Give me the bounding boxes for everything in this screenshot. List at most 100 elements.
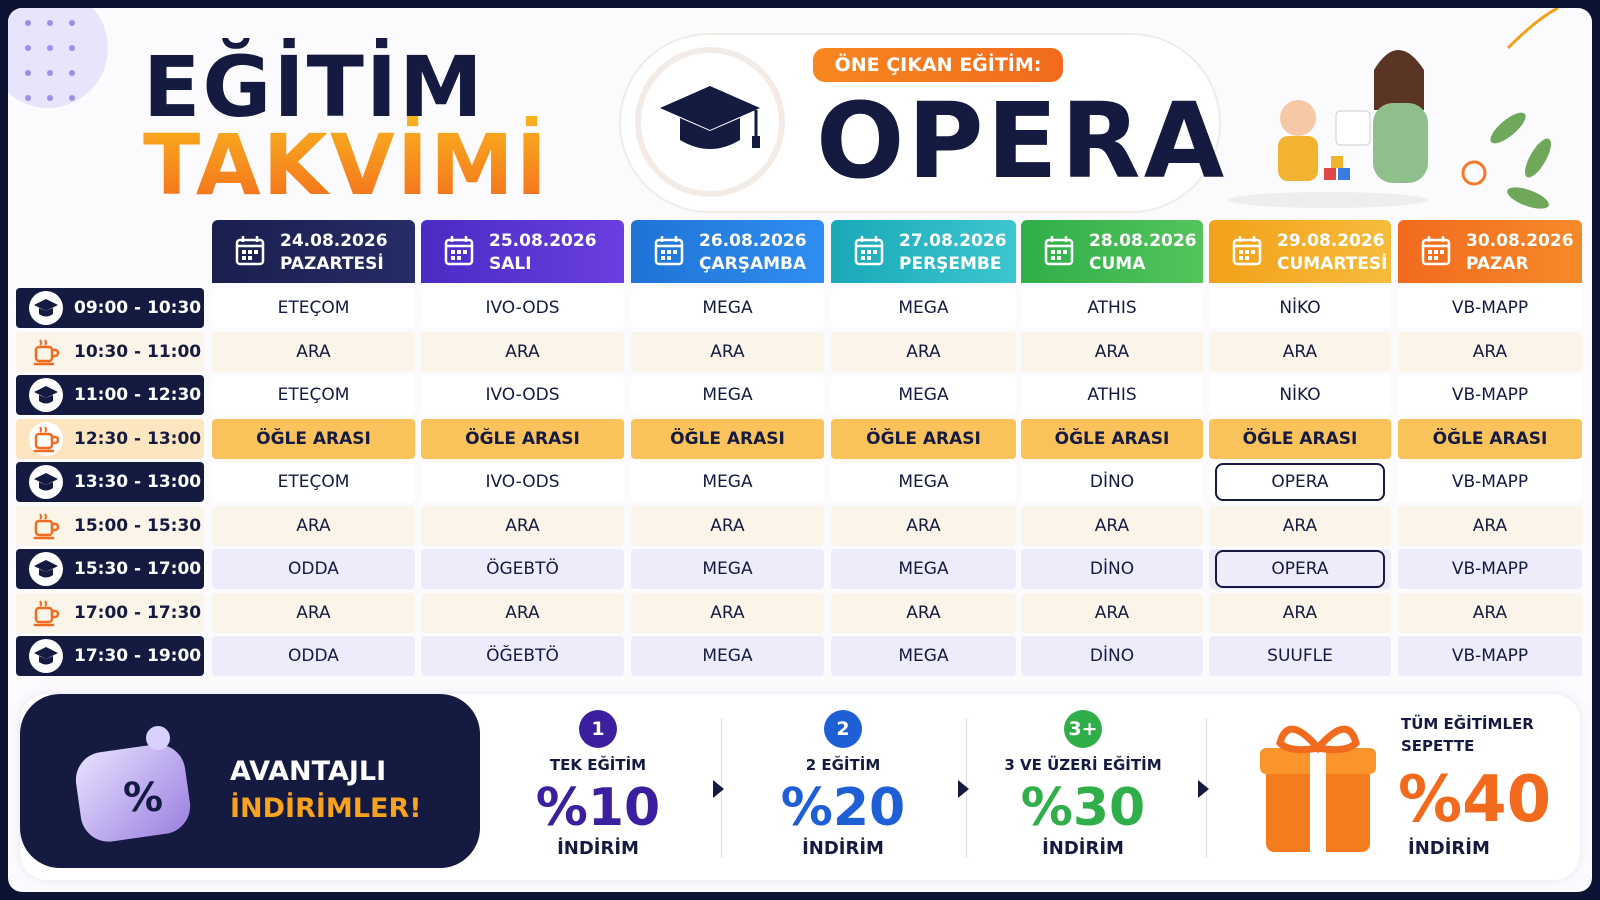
gift-icon: [1260, 725, 1376, 852]
schedule-cell: ARA: [631, 592, 824, 633]
schedule-cell: NİKO: [1209, 288, 1391, 328]
time-cell: 17:00 - 17:30: [16, 592, 204, 633]
day-header: 25.08.2026 SALI: [421, 220, 624, 283]
calendar-icon: [1232, 236, 1262, 266]
featured-label: ÖNE ÇIKAN EĞİTİM:: [813, 48, 1063, 82]
schedule-cell: VB-MAPP: [1398, 549, 1582, 589]
tier-label: 3 VE ÜZERİ EĞİTİM: [1004, 756, 1162, 774]
schedule-cell: ÖĞLE ARASI: [421, 418, 624, 459]
day-header: 24.08.2026 PAZARTESİ: [212, 220, 415, 283]
time-label: 09:00 - 10:30: [74, 298, 202, 318]
discount-icon: [75, 726, 191, 842]
schedule-cell: ARA: [421, 592, 624, 633]
schedule-cell: ETEÇOM: [212, 462, 415, 502]
schedule-cell: ARA: [831, 331, 1016, 372]
schedule-cell: MEGA: [631, 288, 824, 328]
tier-arrow: [1198, 780, 1209, 798]
time-cell: 15:00 - 15:30: [16, 505, 204, 546]
class-icon: [29, 291, 63, 325]
schedule-cell: ÖĞLE ARASI: [831, 418, 1016, 459]
schedule-cell: DİNO: [1021, 549, 1203, 589]
discount-tiers: 1 TEK EĞİTİM %10 İNDİRİM 2 2 EĞİTİM %20 İNDİRİM…: [8, 8, 1592, 892]
schedule-cell: VB-MAPP: [1398, 288, 1582, 328]
day-date: 26.08.2026: [699, 231, 807, 251]
tier-badge: 1: [579, 710, 617, 748]
day-name: CUMARTESİ: [1277, 254, 1388, 274]
class-icon: [29, 465, 63, 499]
class-icon: [29, 552, 63, 586]
schedule-cell: ARA: [1209, 505, 1391, 546]
day-date: 25.08.2026: [489, 231, 597, 251]
schedule-cell: IVO-ODS: [421, 288, 624, 328]
break-icon: [34, 338, 60, 365]
day-name: PAZAR: [1466, 254, 1529, 274]
schedule-cell: VB-MAPP: [1398, 462, 1582, 502]
schedule-cell: MEGA: [631, 375, 824, 415]
schedule-cell: ARA: [631, 505, 824, 546]
tier-note: İNDİRİM: [1042, 838, 1124, 859]
time-label: 17:30 - 19:00: [74, 646, 202, 666]
schedule-cell: IVO-ODS: [421, 462, 624, 502]
calendar-icon: [1421, 236, 1451, 266]
schedule-cell: ODDA: [212, 636, 415, 676]
schedule-cell: ARA: [1021, 331, 1203, 372]
day-date: 24.08.2026: [280, 231, 388, 251]
title-line1: EĞİTİM: [143, 38, 485, 136]
schedule-cell: ÖĞEBTÖ: [421, 636, 624, 676]
day-date: 29.08.2026: [1277, 231, 1385, 251]
tier-arrow: [713, 780, 724, 798]
schedule-cell: IVO-ODS: [421, 375, 624, 415]
schedule-cell: VB-MAPP: [1398, 375, 1582, 415]
calendar-icon: [854, 236, 884, 266]
discount-title1: AVANTAJLI: [230, 756, 387, 787]
schedule-cell: ARA: [1398, 331, 1582, 372]
schedule-cell: ÖĞLE ARASI: [212, 418, 415, 459]
break-icon: [29, 421, 63, 456]
time-label: 15:30 - 17:00: [74, 559, 202, 579]
decorations: [8, 8, 1559, 213]
highlight-frame: [1215, 550, 1385, 588]
tier-rate: %40: [1398, 763, 1552, 837]
tier-note: İNDİRİM: [1408, 838, 1490, 859]
schedule-cell: MEGA: [831, 375, 1016, 415]
schedule-cell: ÖĞLE ARASI: [631, 418, 824, 459]
schedule-cell: MEGA: [831, 636, 1016, 676]
day-header: 30.08.2026 PAZAR: [1398, 220, 1582, 283]
schedule-cell: ARA: [1398, 592, 1582, 633]
schedule-cell: ARA: [1209, 331, 1391, 372]
schedule-cell: ARA: [831, 505, 1016, 546]
featured-name: OPERA: [816, 80, 1228, 202]
break-icon: [34, 599, 60, 626]
calendar-icon: [235, 236, 265, 266]
schedule-cell: ÖĞLE ARASI: [1021, 418, 1203, 459]
highlight-frame: [1215, 463, 1385, 501]
day-name: PERŞEMBE: [899, 254, 1002, 274]
time-cell: 13:30 - 13:00: [16, 462, 204, 502]
schedule-cell: ARA: [421, 505, 624, 546]
day-name: SALI: [489, 254, 532, 274]
schedule-cell: ARA: [212, 505, 415, 546]
day-date: 27.08.2026: [899, 231, 1007, 251]
calendar-icon: [444, 236, 474, 266]
schedule-cell: MEGA: [631, 462, 824, 502]
break-icon: [34, 512, 60, 539]
time-cell: 15:30 - 17:00: [16, 549, 204, 589]
schedule-cell: ÖGEBTÖ: [421, 549, 624, 589]
schedule-cell: ARA: [1021, 505, 1203, 546]
day-name: PAZARTESİ: [280, 254, 384, 274]
day-date: 30.08.2026: [1466, 231, 1574, 251]
day-header: 27.08.2026 PERŞEMBE: [831, 220, 1016, 283]
time-label: 12:30 - 13:00: [74, 428, 202, 449]
schedule: 24.08.2026 PAZARTESİ 25.08.2026 SALI 26.08.2…: [8, 8, 1592, 892]
schedule-cell: NİKO: [1209, 375, 1391, 415]
discount-icon-label: %: [122, 775, 164, 821]
time-cell: 09:00 - 10:30: [16, 288, 204, 328]
time-cell: 17:30 - 19:00: [16, 636, 204, 676]
schedule-cell: ARA: [1021, 592, 1203, 633]
tier-badge: 3+: [1064, 710, 1102, 748]
time-cell: 11:00 - 12:30: [16, 375, 204, 415]
tier-rate: %20: [780, 778, 906, 838]
schedule-cell: ETEÇOM: [212, 288, 415, 328]
tier-rate: %30: [1020, 778, 1146, 838]
tier-note: İNDİRİM: [557, 838, 639, 859]
